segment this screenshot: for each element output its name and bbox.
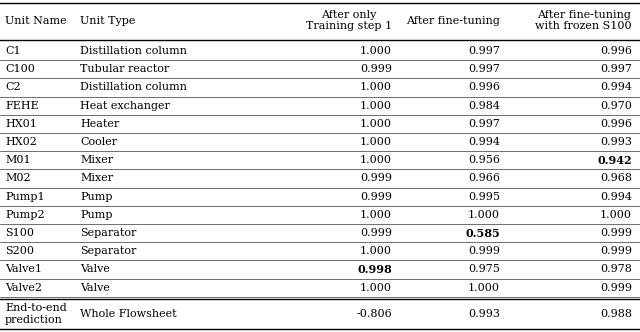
Text: End-to-end
prediction: End-to-end prediction [5, 303, 67, 325]
Text: Valve2: Valve2 [5, 283, 42, 293]
Text: 0.999: 0.999 [600, 283, 632, 293]
Text: 0.993: 0.993 [468, 309, 500, 319]
Text: 0.942: 0.942 [597, 155, 632, 166]
Text: Valve: Valve [80, 283, 110, 293]
Text: M01: M01 [5, 155, 31, 165]
Text: 1.000: 1.000 [360, 155, 392, 165]
Text: 0.998: 0.998 [357, 264, 392, 275]
Text: Pump2: Pump2 [5, 210, 45, 220]
Text: 0.997: 0.997 [468, 46, 500, 56]
Text: 1.000: 1.000 [360, 46, 392, 56]
Text: 0.996: 0.996 [468, 82, 500, 93]
Text: 0.585: 0.585 [465, 228, 500, 239]
Text: 0.995: 0.995 [468, 192, 500, 202]
Text: HX01: HX01 [5, 119, 37, 129]
Text: C100: C100 [5, 64, 35, 74]
Text: Valve1: Valve1 [5, 265, 42, 275]
Text: 1.000: 1.000 [360, 246, 392, 256]
Text: 0.999: 0.999 [468, 246, 500, 256]
Text: Unit Name: Unit Name [5, 16, 67, 26]
Text: Valve: Valve [80, 265, 110, 275]
Text: 0.999: 0.999 [360, 64, 392, 74]
Text: 0.994: 0.994 [600, 192, 632, 202]
Text: Cooler: Cooler [80, 137, 117, 147]
Text: 0.956: 0.956 [468, 155, 500, 165]
Text: Pump1: Pump1 [5, 192, 45, 202]
Text: After only
Training step 1: After only Training step 1 [306, 10, 392, 31]
Text: Unit Type: Unit Type [80, 16, 136, 26]
Text: 1.000: 1.000 [360, 283, 392, 293]
Text: Distillation column: Distillation column [80, 82, 187, 93]
Text: Mixer: Mixer [80, 155, 113, 165]
Text: Separator: Separator [80, 246, 136, 256]
Text: C1: C1 [5, 46, 20, 56]
Text: Pump: Pump [80, 210, 113, 220]
Text: 0.997: 0.997 [468, 64, 500, 74]
Text: 1.000: 1.000 [360, 137, 392, 147]
Text: 0.984: 0.984 [468, 101, 500, 111]
Text: 0.994: 0.994 [468, 137, 500, 147]
Text: 0.975: 0.975 [468, 265, 500, 275]
Text: 0.994: 0.994 [600, 82, 632, 93]
Text: Distillation column: Distillation column [80, 46, 187, 56]
Text: Mixer: Mixer [80, 174, 113, 184]
Text: 0.968: 0.968 [600, 174, 632, 184]
Text: 0.999: 0.999 [360, 174, 392, 184]
Text: FEHE: FEHE [5, 101, 39, 111]
Text: 0.997: 0.997 [468, 119, 500, 129]
Text: HX02: HX02 [5, 137, 37, 147]
Text: 0.988: 0.988 [600, 309, 632, 319]
Text: 1.000: 1.000 [360, 119, 392, 129]
Text: S200: S200 [5, 246, 34, 256]
Text: 1.000: 1.000 [468, 283, 500, 293]
Text: After fine-tuning: After fine-tuning [406, 16, 500, 26]
Text: 1.000: 1.000 [600, 210, 632, 220]
Text: Pump: Pump [80, 192, 113, 202]
Text: 0.978: 0.978 [600, 265, 632, 275]
Text: Separator: Separator [80, 228, 136, 238]
Text: Whole Flowsheet: Whole Flowsheet [80, 309, 177, 319]
Text: Heater: Heater [80, 119, 119, 129]
Text: 0.996: 0.996 [600, 119, 632, 129]
Text: S100: S100 [5, 228, 34, 238]
Text: M02: M02 [5, 174, 31, 184]
Text: -0.806: -0.806 [356, 309, 392, 319]
Text: 0.996: 0.996 [600, 46, 632, 56]
Text: 0.970: 0.970 [600, 101, 632, 111]
Text: 0.997: 0.997 [600, 64, 632, 74]
Text: C2: C2 [5, 82, 20, 93]
Text: 1.000: 1.000 [360, 210, 392, 220]
Text: Tubular reactor: Tubular reactor [80, 64, 169, 74]
Text: 1.000: 1.000 [468, 210, 500, 220]
Text: 0.999: 0.999 [600, 246, 632, 256]
Text: 0.993: 0.993 [600, 137, 632, 147]
Text: 0.999: 0.999 [600, 228, 632, 238]
Text: Heat exchanger: Heat exchanger [80, 101, 170, 111]
Text: 0.966: 0.966 [468, 174, 500, 184]
Text: 0.999: 0.999 [360, 228, 392, 238]
Text: After fine-tuning
with frozen S100: After fine-tuning with frozen S100 [536, 10, 632, 31]
Text: 1.000: 1.000 [360, 101, 392, 111]
Text: 0.999: 0.999 [360, 192, 392, 202]
Text: 1.000: 1.000 [360, 82, 392, 93]
